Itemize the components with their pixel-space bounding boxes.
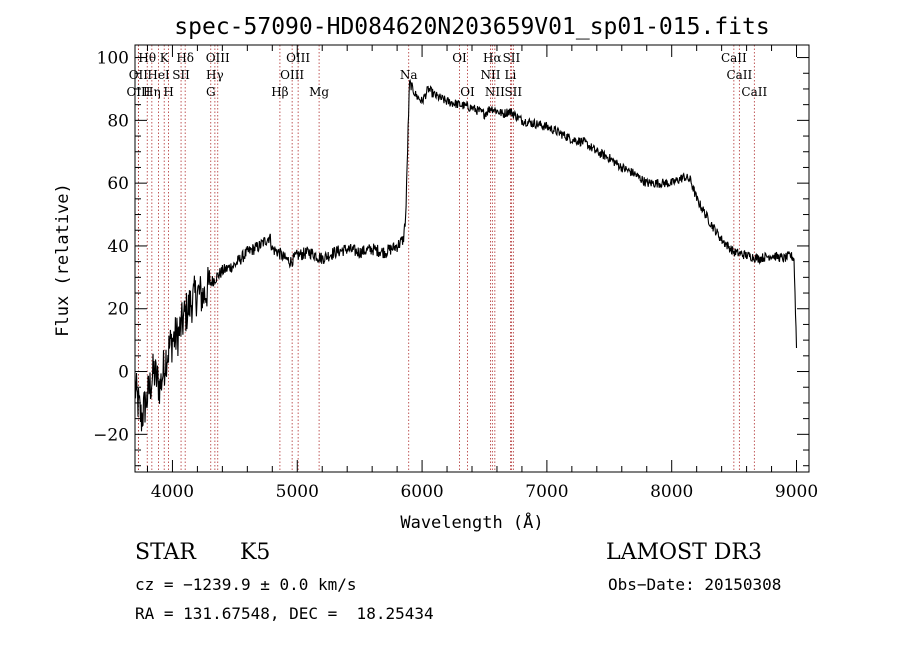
redshift-velocity: cz = −1239.9 ± 0.0 km/s (135, 575, 357, 594)
emission-line-label: OII (129, 68, 149, 82)
emission-line-labels: Hθ OII OIII HeI K Hη H SII Hδ OIII Hγ G Hβ OIII OIII Mg… (126, 51, 767, 99)
x-axis-label: Wavelength (Å) (400, 511, 543, 533)
emission-line-label: Na (400, 68, 418, 82)
emission-line-label: Li (505, 68, 517, 82)
emission-line-label: SII (504, 85, 522, 99)
emission-line-label: NII (485, 85, 505, 99)
chart-title: spec-57090-HD084620N203659V01_sp01-015.f… (174, 14, 769, 40)
x-tick-label: 5000 (276, 482, 319, 502)
object-subclass: K5 (240, 540, 271, 565)
emission-line-label: SII (172, 68, 190, 82)
emission-line-label: Hβ (271, 85, 288, 99)
emission-line-label: Hδ (176, 51, 194, 65)
x-tick-label: 4000 (151, 482, 194, 502)
emission-lines (137, 45, 755, 472)
object-class: STAR (135, 540, 196, 565)
spectrum-line (134, 78, 798, 432)
y-tick-label: 100 (97, 49, 129, 69)
emission-line-label: H (163, 85, 173, 99)
emission-line-label: SII (503, 51, 521, 65)
y-tick-label: 80 (107, 111, 129, 131)
emission-line-label: CaII (721, 51, 747, 65)
y-tick-label: 20 (107, 300, 129, 320)
survey-label: LAMOST DR3 (606, 540, 762, 565)
y-tick-label: 60 (107, 174, 129, 194)
y-tick-label: −20 (93, 425, 129, 445)
emission-line-label: G (206, 85, 216, 99)
x-tick-label: 6000 (400, 482, 443, 502)
emission-line-label: OI (460, 85, 475, 99)
emission-line-label: Hθ (138, 51, 156, 65)
emission-line-label: CaII (741, 85, 767, 99)
x-tick-label: 9000 (775, 482, 818, 502)
emission-line-label: Hγ (206, 68, 224, 82)
emission-line-label: OIII (280, 68, 304, 82)
x-tick-label: 8000 (650, 482, 693, 502)
coordinates: RA = 131.67548, DEC = 18.25434 (135, 604, 434, 623)
emission-line-label: OIII (126, 85, 150, 99)
emission-line-label: CaII (726, 68, 752, 82)
y-tick-label: 0 (118, 363, 129, 383)
emission-line-label: Hα (483, 51, 502, 65)
emission-line-label: HeI (147, 68, 170, 82)
x-tick-label: 7000 (525, 482, 568, 502)
y-tick-label: 40 (107, 237, 129, 257)
y-axis-label: Flux (relative) (53, 183, 73, 337)
emission-line-label: NII (480, 68, 500, 82)
emission-line-label: OIII (206, 51, 230, 65)
emission-line-label: K (160, 51, 170, 65)
emission-line-label: OI (452, 51, 467, 65)
observation-date: Obs−Date: 20150308 (608, 575, 782, 594)
emission-line-label: Hη (143, 85, 161, 99)
axis-ticks: 4000 5000 6000 7000 8000 9000 −20 0 20 40 60 80 100 (93, 45, 818, 502)
emission-line-label: Mg (309, 85, 329, 99)
emission-line-label: OIII (286, 51, 310, 65)
